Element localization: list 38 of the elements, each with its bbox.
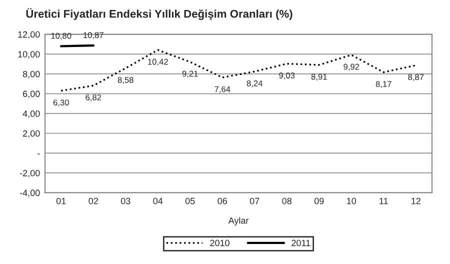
- x-axis-title: Aylar: [228, 217, 249, 226]
- x-tick-label: 03: [120, 198, 130, 204]
- x-tick-label: 09: [314, 198, 324, 204]
- data-label: 8,91: [311, 74, 327, 81]
- data-label: 9,21: [182, 70, 198, 78]
- y-tick-label: 6,00: [23, 90, 40, 98]
- y-tick-label: -2,00: [20, 170, 40, 178]
- data-label: 10,80: [51, 32, 72, 40]
- y-tick-label: 2,00: [23, 130, 40, 138]
- y-tick-label: 4,00: [22, 110, 40, 118]
- data-label: 8,58: [118, 77, 134, 84]
- x-tick-label: 08: [282, 198, 292, 204]
- legend-label: 2011: [292, 240, 310, 246]
- y-tick-label: 10,00: [18, 51, 40, 59]
- data-label: 10,42: [148, 58, 168, 66]
- data-label: 8,24: [246, 80, 262, 88]
- data-label: 8,87: [408, 74, 424, 82]
- x-tick-label: 02: [88, 198, 98, 204]
- data-label: 8,17: [376, 81, 392, 88]
- data-label: 7,64: [214, 86, 230, 94]
- x-tick-label: 07: [250, 198, 260, 204]
- data-label: 6,30: [53, 100, 69, 106]
- x-tick-label: 10: [347, 198, 356, 204]
- y-tick-label: -4,00: [20, 190, 40, 198]
- legend-label: 2010: [210, 240, 230, 246]
- x-tick-label: 12: [412, 198, 420, 204]
- x-tick-label: 06: [218, 198, 227, 204]
- x-tick-label: 01: [56, 198, 66, 204]
- data-label: 9,03: [279, 72, 295, 80]
- x-tick-label: 05: [185, 198, 195, 204]
- y-tick-label: 8,00: [22, 70, 40, 78]
- x-tick-label: 04: [153, 198, 163, 204]
- chart-title: Üretici Fiyatları Endeksi Yıllık Değişim Oranları (%): [26, 8, 292, 20]
- data-label: 10,87: [84, 32, 104, 40]
- x-tick-label: 11: [380, 198, 388, 204]
- y-tick-label: 12,00: [18, 31, 40, 39]
- data-label: 9,92: [344, 64, 360, 71]
- data-label: 6,82: [86, 94, 102, 102]
